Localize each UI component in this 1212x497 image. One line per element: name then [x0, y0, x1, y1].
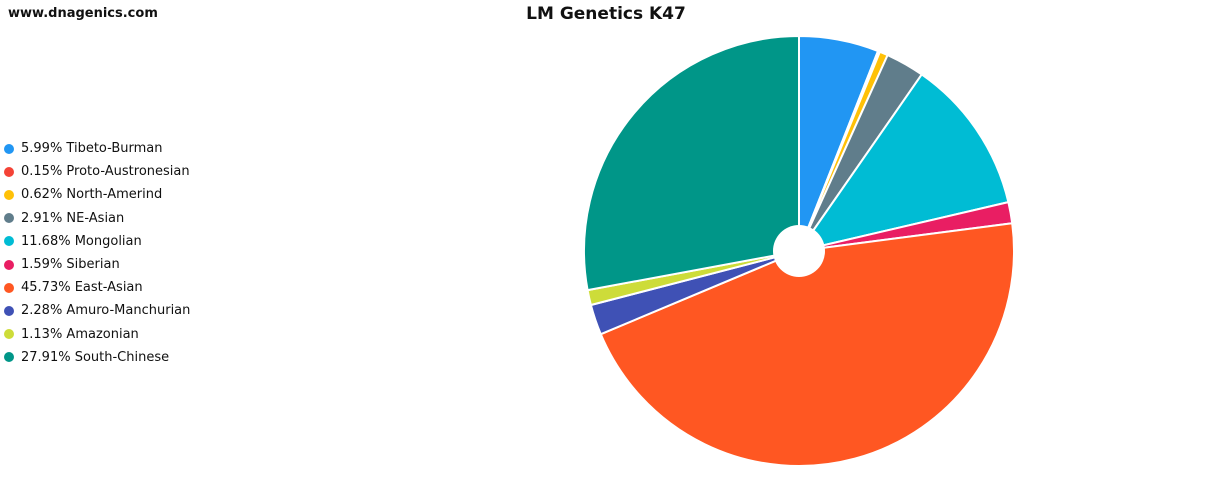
pie-slice-east-asian[interactable] — [599, 222, 1015, 467]
legend-item[interactable]: 0.15% Proto-Austronesian — [4, 160, 190, 183]
pie-slice-mongolian[interactable] — [798, 73, 1010, 252]
legend-label: 0.15% Proto-Austronesian — [21, 164, 190, 180]
legend-label: 2.91% NE-Asian — [21, 210, 125, 226]
legend-label: 1.59% Siberian — [21, 257, 120, 273]
legend-item[interactable]: 11.68% Mongolian — [4, 230, 190, 253]
legend-item[interactable]: 1.59% Siberian — [4, 253, 190, 276]
legend-swatch — [4, 189, 14, 200]
legend-item[interactable]: 1.13% Amazonian — [4, 323, 190, 346]
legend-item[interactable]: 0.62% North-Amerind — [4, 183, 190, 206]
legend-label: 11.68% Mongolian — [21, 233, 142, 249]
legend-item[interactable]: 45.73% East-Asian — [4, 276, 190, 299]
legend-swatch — [4, 305, 14, 316]
legend-label: 45.73% East-Asian — [21, 280, 143, 296]
legend-item[interactable]: 27.91% South-Chinese — [4, 346, 190, 369]
legend-swatch — [4, 166, 14, 177]
chart-legend: 5.99% Tibeto-Burman 0.15% Proto-Austrones… — [4, 137, 190, 369]
pie-center-hole — [773, 225, 825, 277]
legend-item[interactable]: 2.28% Amuro-Manchurian — [4, 299, 190, 322]
legend-label: 1.13% Amazonian — [21, 326, 139, 342]
legend-swatch — [4, 236, 14, 247]
legend-item[interactable]: 5.99% Tibeto-Burman — [4, 137, 190, 160]
legend-label: 5.99% Tibeto-Burman — [21, 141, 163, 157]
legend-swatch — [4, 329, 14, 340]
site-url: www.dnagenics.com — [8, 6, 158, 21]
legend-swatch — [4, 143, 14, 154]
chart-title: LM Genetics K47 — [526, 4, 686, 24]
legend-label: 0.62% North-Amerind — [21, 187, 163, 203]
legend-swatch — [4, 282, 14, 293]
pie-slice-south-chinese[interactable] — [583, 35, 800, 292]
legend-item[interactable]: 2.91% NE-Asian — [4, 207, 190, 230]
legend-label: 2.28% Amuro-Manchurian — [21, 303, 191, 319]
legend-label: 27.91% South-Chinese — [21, 349, 170, 365]
legend-swatch — [4, 259, 14, 270]
legend-swatch — [4, 213, 14, 224]
legend-swatch — [4, 352, 14, 363]
